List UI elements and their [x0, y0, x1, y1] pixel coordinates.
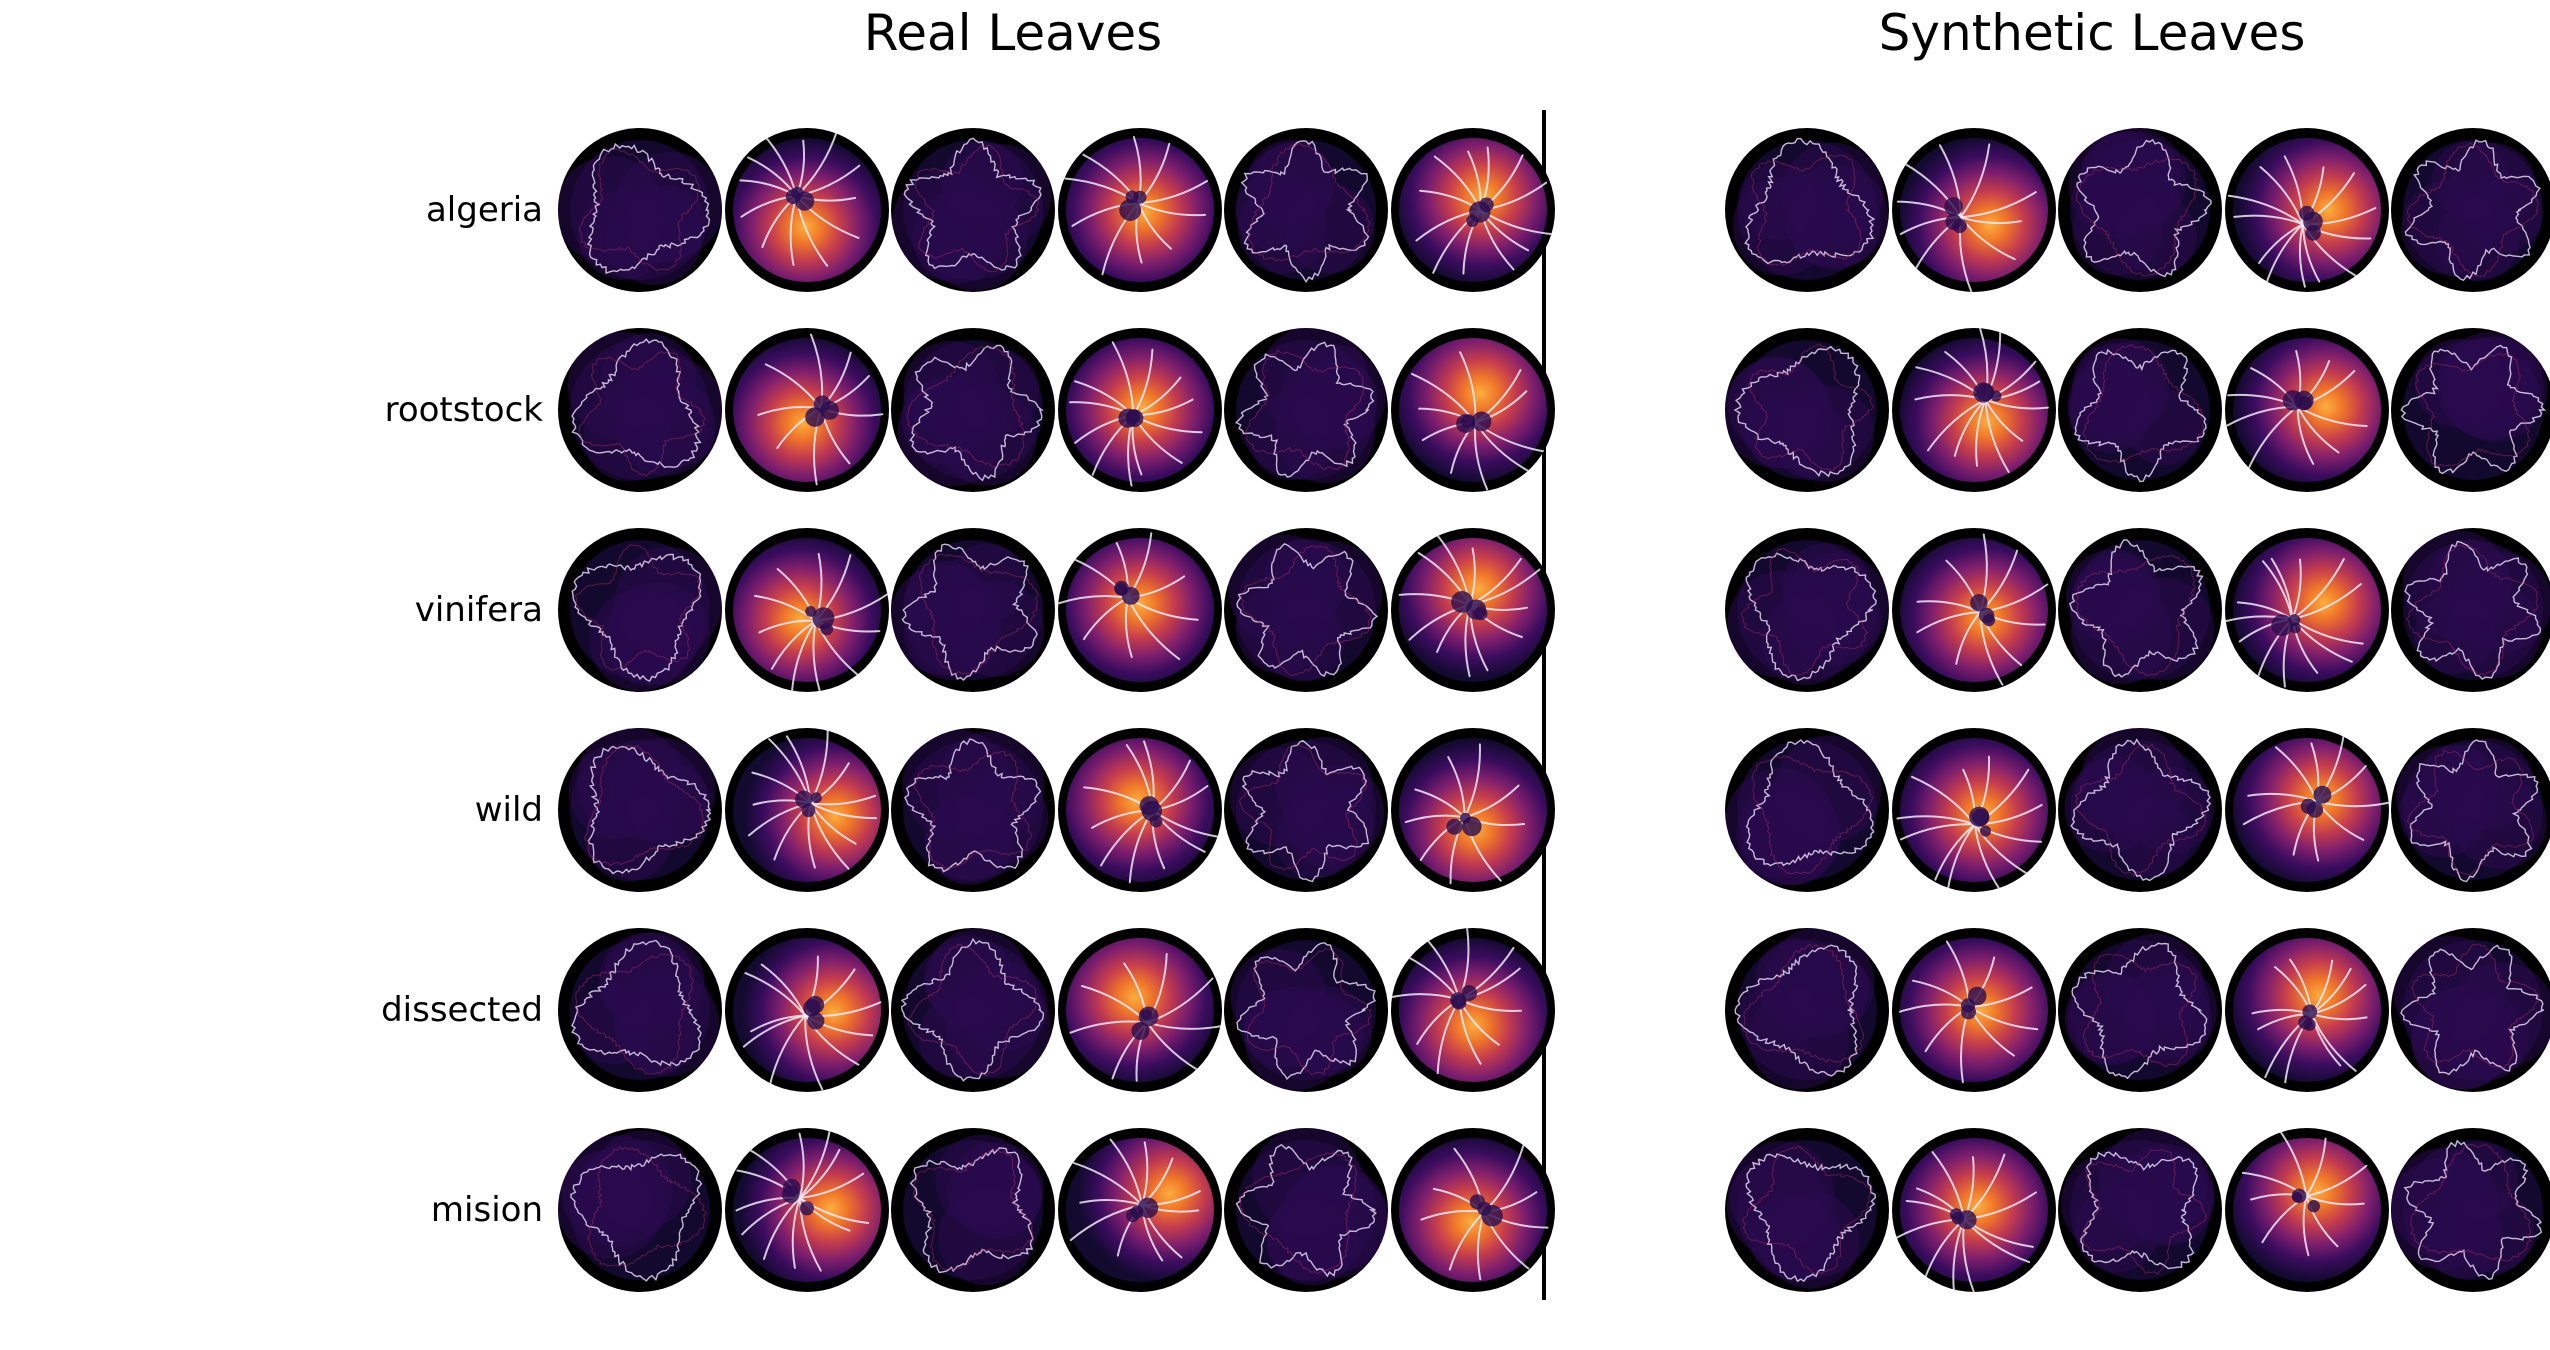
leaf-image-real-wild-6 — [1390, 728, 1555, 892]
heading-synthetic: Synthetic Leaves — [1878, 4, 2306, 62]
leaf-image-real-mision-5 — [1224, 1128, 1388, 1292]
leaf-image-synthetic-dissected-3 — [2058, 928, 2222, 1092]
leaf-image-synthetic-dissected-1 — [1725, 928, 1889, 1092]
leaf-image-synthetic-rootstock-4 — [2224, 328, 2389, 492]
leaf-image-synthetic-rootstock-5 — [2391, 328, 2550, 492]
leaf-image-synthetic-vinifera-2 — [1891, 528, 2056, 692]
leaf-image-synthetic-dissected-5 — [2391, 928, 2550, 1092]
leaf-image-synthetic-vinifera-5 — [2391, 528, 2550, 692]
leaf-image-real-dissected-5 — [1224, 928, 1388, 1092]
leaf-image-real-vinifera-6 — [1390, 528, 1555, 692]
row-label-vinifera: vinifera — [414, 590, 543, 630]
leaf-image-synthetic-wild-2 — [1891, 728, 2056, 892]
leaf-image-real-algeria-3 — [891, 128, 1055, 292]
leaf-image-real-vinifera-3 — [891, 528, 1055, 692]
leaf-image-real-wild-4 — [1057, 728, 1222, 892]
leaf-image-real-vinifera-5 — [1224, 528, 1388, 692]
heading-real: Real Leaves — [863, 4, 1163, 62]
leaf-image-real-algeria-4 — [1057, 128, 1222, 292]
leaf-image-real-rootstock-5 — [1224, 328, 1388, 492]
leaf-image-synthetic-algeria-3 — [2058, 128, 2222, 292]
leaf-image-real-rootstock-2 — [724, 328, 889, 492]
leaf-image-real-rootstock-3 — [891, 328, 1055, 492]
leaf-image-synthetic-wild-1 — [1725, 728, 1889, 892]
leaf-image-synthetic-mision-5 — [2391, 1128, 2550, 1292]
leaf-image-real-dissected-6 — [1390, 928, 1555, 1092]
leaf-image-synthetic-algeria-1 — [1725, 128, 1889, 292]
leaf-image-real-wild-2 — [724, 728, 889, 892]
row-label-wild: wild — [474, 790, 543, 830]
leaf-image-real-dissected-3 — [891, 928, 1055, 1092]
leaf-image-synthetic-mision-1 — [1725, 1128, 1889, 1292]
row-label-dissected: dissected — [381, 990, 543, 1030]
leaf-image-synthetic-algeria-5 — [2391, 128, 2550, 292]
leaf-image-real-rootstock-6 — [1390, 328, 1555, 492]
leaf-image-synthetic-mision-4 — [2224, 1128, 2389, 1292]
leaf-image-real-vinifera-2 — [724, 528, 889, 692]
leaf-image-real-algeria-6 — [1390, 128, 1555, 292]
leaf-image-synthetic-algeria-2 — [1891, 128, 2056, 292]
row-label-mision: mision — [430, 1190, 543, 1230]
leaf-image-synthetic-algeria-4 — [2224, 128, 2389, 292]
leaf-image-real-vinifera-1 — [558, 528, 722, 692]
leaf-image-real-mision-6 — [1390, 1128, 1555, 1292]
leaf-image-real-rootstock-1 — [558, 328, 722, 492]
leaf-image-real-vinifera-4 — [1057, 528, 1222, 692]
leaf-image-real-wild-3 — [891, 728, 1055, 892]
leaf-image-real-dissected-4 — [1057, 928, 1222, 1092]
leaf-image-synthetic-vinifera-3 — [2058, 528, 2222, 692]
leaf-image-real-mision-1 — [558, 1128, 722, 1292]
leaf-image-real-mision-4 — [1057, 1128, 1222, 1292]
leaf-image-real-mision-2 — [724, 1128, 889, 1292]
leaf-image-real-algeria-1 — [558, 128, 722, 292]
row-label-algeria: algeria — [425, 190, 543, 230]
leaf-image-real-algeria-5 — [1224, 128, 1388, 292]
row-label-rootstock: rootstock — [384, 390, 543, 430]
leaf-image-real-dissected-1 — [558, 928, 722, 1092]
leaf-image-synthetic-rootstock-3 — [2058, 328, 2222, 492]
leaf-image-real-algeria-2 — [724, 128, 889, 292]
leaf-image-synthetic-dissected-2 — [1891, 928, 2056, 1092]
leaf-image-synthetic-rootstock-2 — [1891, 328, 2056, 492]
leaf-image-real-mision-3 — [891, 1128, 1055, 1292]
leaf-image-synthetic-rootstock-1 — [1725, 328, 1889, 492]
leaf-image-real-wild-5 — [1224, 728, 1388, 892]
group-divider — [1542, 110, 1546, 1300]
leaf-image-synthetic-wild-3 — [2058, 728, 2222, 892]
leaf-image-real-wild-1 — [558, 728, 722, 892]
leaf-image-synthetic-dissected-4 — [2224, 928, 2389, 1092]
leaf-image-real-rootstock-4 — [1057, 328, 1222, 492]
leaf-image-synthetic-mision-3 — [2058, 1128, 2222, 1292]
leaf-image-synthetic-mision-2 — [1891, 1128, 2056, 1292]
leaf-image-real-dissected-2 — [724, 928, 889, 1092]
leaf-image-synthetic-wild-5 — [2391, 728, 2550, 892]
leaf-image-synthetic-wild-4 — [2224, 728, 2389, 892]
leaf-image-synthetic-vinifera-4 — [2224, 528, 2389, 692]
leaf-image-synthetic-vinifera-1 — [1725, 528, 1889, 692]
